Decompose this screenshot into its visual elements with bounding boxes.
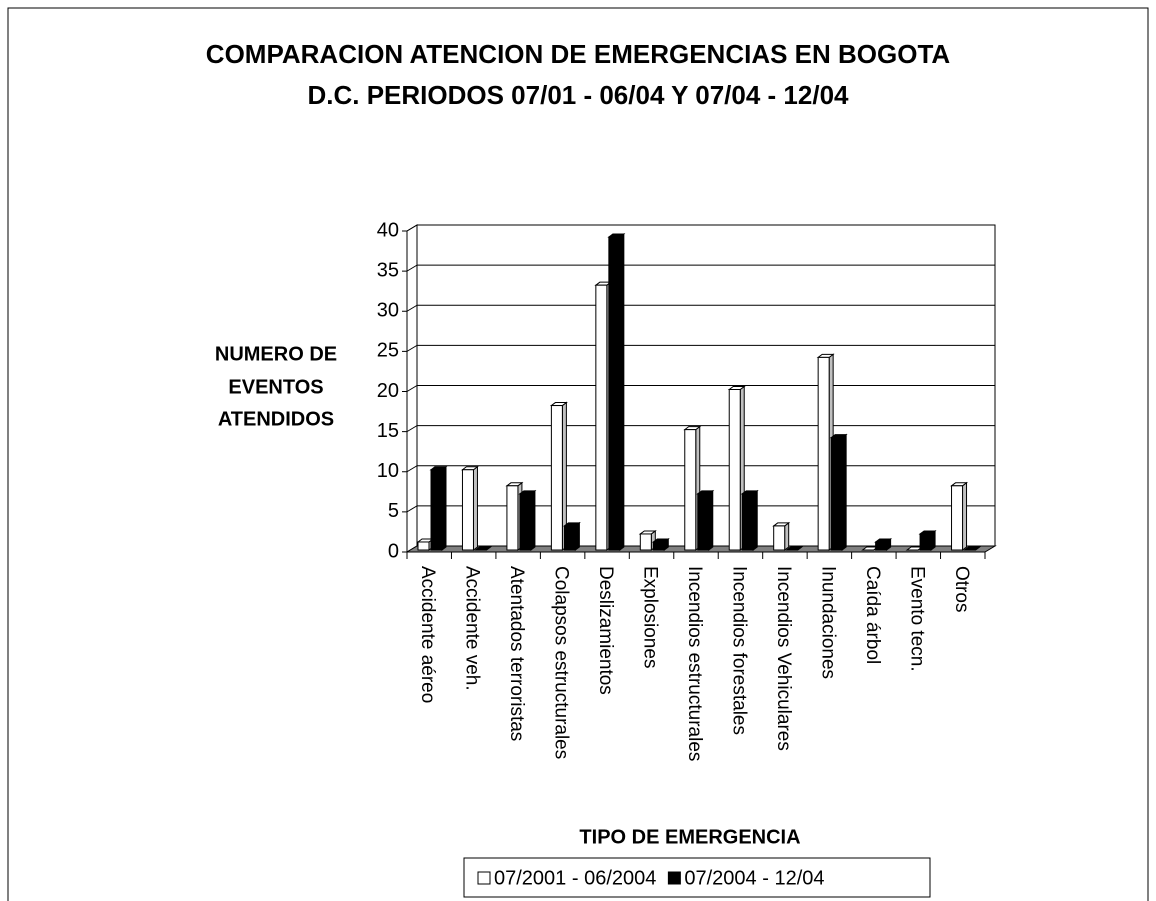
bar-side bbox=[472, 465, 478, 551]
x-tick-label: Incendios estructurales bbox=[684, 566, 705, 761]
grid-line bbox=[406, 224, 418, 232]
grid-line bbox=[406, 505, 418, 513]
x-axis-label: TIPO DE EMERGENCIA bbox=[579, 826, 800, 848]
bar bbox=[506, 485, 519, 551]
bar-side bbox=[708, 489, 714, 551]
bar bbox=[741, 493, 754, 551]
bar bbox=[951, 485, 964, 551]
bar-side bbox=[574, 521, 580, 551]
bar bbox=[430, 469, 443, 551]
bar bbox=[728, 389, 741, 551]
bar-side bbox=[962, 481, 968, 551]
bar-side bbox=[784, 521, 790, 551]
bar bbox=[697, 493, 710, 551]
x-tick-label: Accidente veh. bbox=[462, 566, 483, 691]
grid-line bbox=[406, 425, 418, 433]
bar bbox=[550, 405, 563, 551]
y-axis-label: EVENTOS bbox=[228, 376, 323, 398]
bar bbox=[919, 533, 932, 551]
bar-top bbox=[473, 546, 492, 551]
grid-line bbox=[406, 385, 418, 392]
bar bbox=[417, 541, 430, 551]
x-tick-label: Deslizamientos bbox=[595, 566, 616, 695]
x-tick-label: Incendios forestales bbox=[728, 566, 749, 735]
bar-side bbox=[441, 465, 447, 551]
legend-swatch bbox=[477, 871, 491, 885]
x-tick-label: Evento tecn. bbox=[906, 566, 927, 672]
legend-label: 07/2001 - 06/2004 bbox=[494, 867, 656, 889]
y-tick-label: 5 bbox=[388, 500, 399, 522]
bar bbox=[830, 437, 843, 551]
x-tick-label: Explosiones bbox=[640, 566, 661, 668]
legend-label: 07/2004 - 12/04 bbox=[684, 867, 824, 889]
bar bbox=[639, 533, 652, 551]
bar-top bbox=[963, 546, 982, 551]
x-tick-label: Colapsos estructurales bbox=[551, 566, 572, 759]
x-tick-label: Accidente aéreo bbox=[417, 566, 438, 703]
bar-side bbox=[752, 489, 758, 551]
y-tick-label: 0 bbox=[388, 540, 399, 562]
chart-title: COMPARACION ATENCION DE EMERGENCIAS EN B… bbox=[206, 39, 951, 69]
y-tick-label: 30 bbox=[377, 300, 399, 322]
bar-side bbox=[841, 433, 847, 551]
bar-top bbox=[785, 546, 804, 551]
bar bbox=[461, 469, 474, 551]
bar-side bbox=[619, 233, 625, 551]
bar bbox=[817, 356, 830, 551]
grid-line bbox=[406, 344, 418, 352]
bar bbox=[608, 236, 621, 551]
bar bbox=[684, 429, 697, 551]
bar bbox=[652, 541, 665, 551]
x-tick-label: Inundaciones bbox=[817, 566, 838, 679]
y-tick-label: 35 bbox=[377, 259, 399, 281]
bar bbox=[595, 284, 608, 551]
y-tick-label: 10 bbox=[377, 460, 399, 482]
grid-line bbox=[406, 304, 418, 312]
bar bbox=[875, 541, 888, 551]
x-tick-label: Caída árbol bbox=[862, 566, 883, 664]
y-axis-label: ATENDIDOS bbox=[218, 408, 334, 430]
grid-line bbox=[406, 264, 418, 272]
y-tick-label: 20 bbox=[377, 380, 399, 402]
x-tick-label: Incendios Vehiculares bbox=[773, 566, 794, 751]
bar-side bbox=[530, 489, 536, 551]
x-tick-label: Otros bbox=[951, 566, 972, 612]
legend bbox=[463, 857, 931, 898]
y-tick-label: 40 bbox=[377, 219, 399, 241]
bar bbox=[563, 525, 576, 551]
grid-line bbox=[406, 465, 418, 473]
y-tick-label: 15 bbox=[377, 420, 399, 442]
legend-swatch bbox=[667, 871, 681, 885]
y-axis-label: NUMERO DE bbox=[215, 343, 337, 365]
bar bbox=[773, 525, 786, 551]
bar bbox=[519, 493, 532, 551]
chart-title: D.C. PERIODOS 07/01 - 06/04 Y 07/04 - 12… bbox=[307, 80, 849, 110]
y-tick-label: 25 bbox=[377, 340, 399, 362]
x-tick-label: Atentados terroristas bbox=[506, 566, 527, 741]
